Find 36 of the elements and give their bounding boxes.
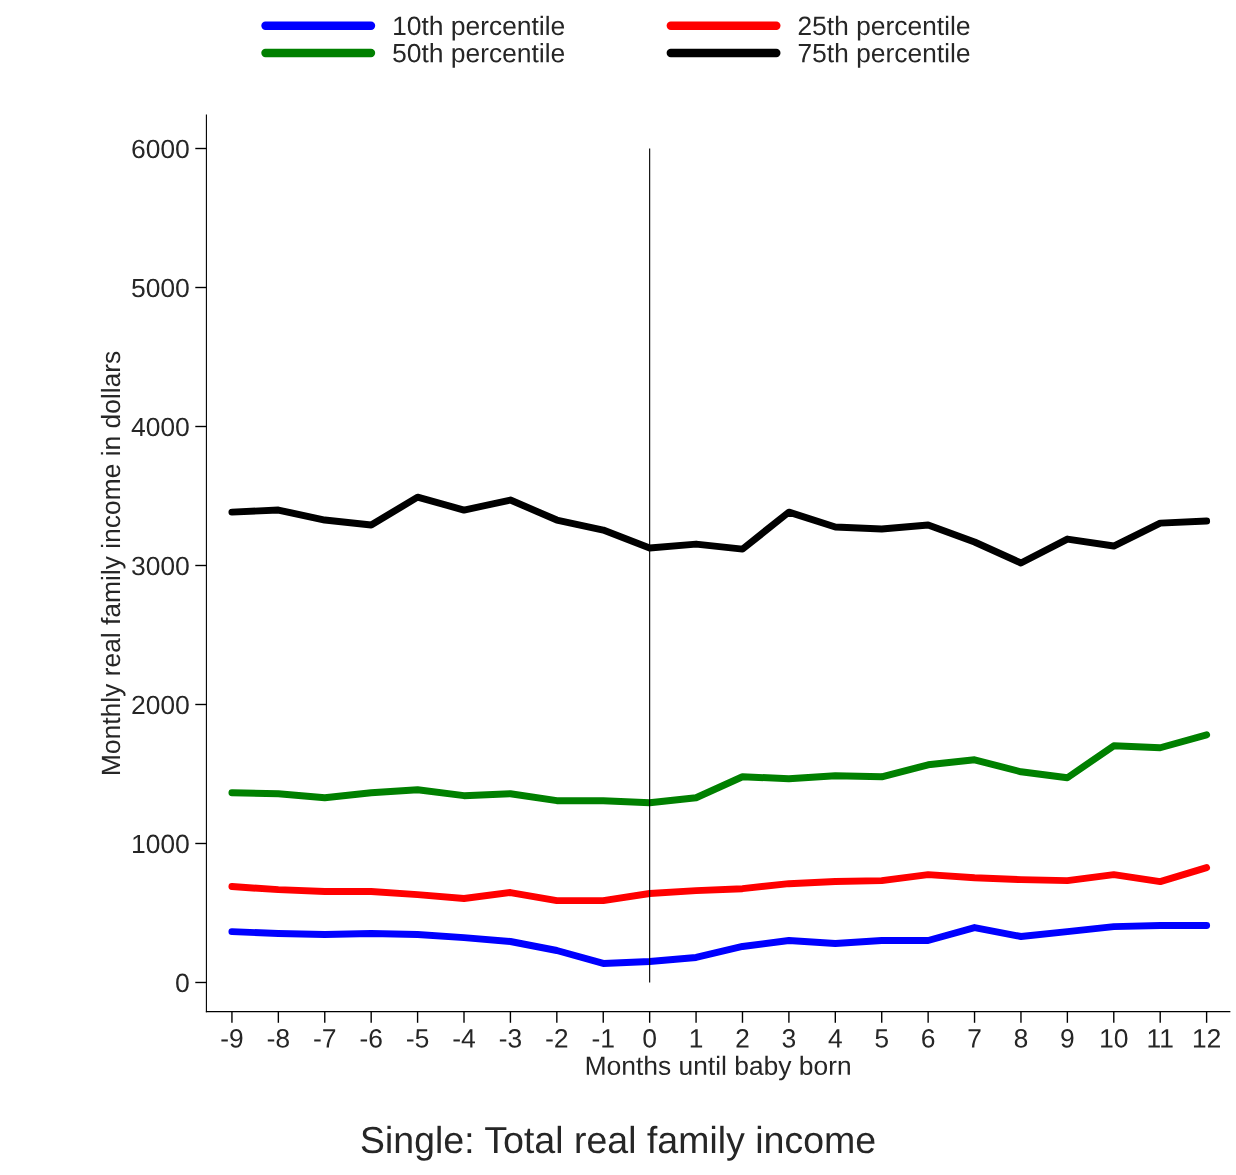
x-tick-label: 2 [736, 1029, 749, 1048]
x-tick-label: 11 [1148, 1029, 1173, 1048]
x-tick-label: 1 [690, 1029, 703, 1048]
y-tick-label: 0 [176, 973, 189, 993]
legend-label: 25th percentile [798, 15, 970, 41]
x-tick-label: -5 [407, 1029, 429, 1048]
x-tick-label: 0 [643, 1029, 656, 1048]
x-tick-label: -2 [546, 1029, 568, 1048]
y-tick-label: 5000 [132, 278, 189, 298]
x-tick-label: -4 [453, 1029, 475, 1048]
legend-label: 50th percentile [393, 43, 565, 68]
x-tick-label: -3 [499, 1029, 521, 1048]
legend-label: 10th percentile [394, 15, 565, 41]
y-tick-label: 4000 [131, 417, 189, 437]
x-tick-label: -6 [360, 1029, 382, 1048]
y-tick-label: 1000 [133, 834, 189, 854]
x-tick-label: 7 [968, 1029, 981, 1048]
x-tick-label: 9 [1061, 1029, 1074, 1048]
x-tick-label: 4 [828, 1029, 842, 1048]
x-tick-label: 8 [1014, 1029, 1028, 1048]
x-tick-label: 5 [875, 1029, 888, 1048]
legend-label: 75th percentile [798, 43, 970, 68]
x-tick-label: -8 [267, 1029, 289, 1048]
x-tick-label: 12 [1193, 1029, 1220, 1048]
text: Single: Total real family income [361, 1125, 875, 1161]
x-axis-title: Months until baby born [586, 1055, 850, 1081]
x-tick-label: 10 [1101, 1029, 1128, 1048]
y-tick-label: 6000 [132, 139, 189, 159]
x-tick-label: -7 [314, 1029, 336, 1048]
x-tick-label: 6 [922, 1029, 935, 1048]
y-axis-title: Monthly real family income in dollars [100, 351, 126, 774]
x-tick-label: -9 [221, 1029, 243, 1048]
y-tick-label: 3000 [132, 556, 189, 576]
y-tick-label: 2000 [132, 695, 189, 715]
x-tick-label: 3 [782, 1029, 796, 1048]
x-tick-label: -1 [592, 1029, 614, 1048]
